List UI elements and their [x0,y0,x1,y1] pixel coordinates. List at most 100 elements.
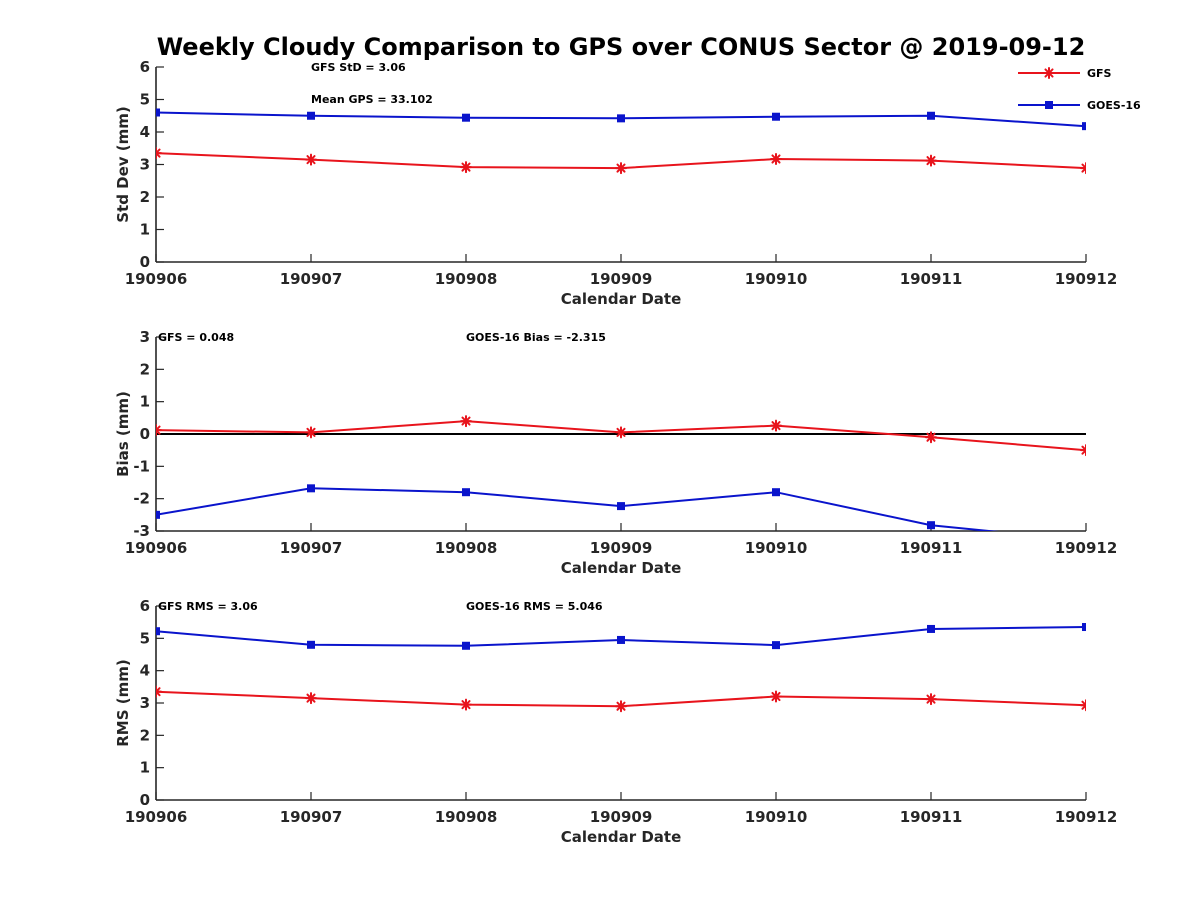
legend-marker [1045,101,1053,109]
y-axis-label: RMS (mm) [114,659,132,746]
y-tick-label: 5 [140,629,150,647]
y-axis-label: Std Dev (mm) [114,106,132,223]
y-tick-label: 6 [140,58,150,76]
data-point-goes-16 [462,641,470,650]
x-tick-label: 190909 [590,539,653,557]
y-tick-label: 4 [140,123,150,141]
y-tick-label: 1 [140,393,150,411]
data-point-gfs [460,698,472,711]
y-tick-label: 2 [140,726,150,744]
x-tick-label: 190910 [745,270,808,288]
data-point-gfs [305,153,317,166]
y-tick-label: 3 [140,694,150,712]
data-point-gfs [305,692,317,705]
x-tick-label: 190909 [590,270,653,288]
y-axis-label: Bias (mm) [114,391,132,477]
data-point-gfs [156,685,162,698]
data-point-gfs [1080,444,1086,457]
x-tick-label: 190908 [435,270,498,288]
data-point-gfs [770,419,782,432]
data-point-goes-16 [1082,122,1086,131]
panel-2: -3 -2 -1 0 1 2 3 190906 190907 190908 190909 190910… [114,328,1117,577]
x-tick-label: 190906 [125,539,188,557]
data-point-gfs [156,147,162,160]
series-group [156,415,1086,531]
data-point-gfs [156,424,162,437]
data-point-gfs [1080,162,1086,175]
x-tick-label: 190908 [435,539,498,557]
annotation: GOES-16 Bias = -2.315 [466,331,606,344]
data-point-gfs [925,431,937,444]
data-point-goes-16 [462,113,470,122]
legend-label: GFS [1087,67,1112,80]
data-point-gfs [770,152,782,165]
data-point-goes-16 [1082,623,1086,632]
y-tick-label: 1 [140,221,150,239]
data-point-goes-16 [617,635,625,644]
legend-label: GOES-16 [1087,99,1141,112]
annotation: GFS StD = 3.06 [311,61,406,74]
data-point-goes-16 [307,111,315,120]
y-tick-label: 3 [140,156,150,174]
data-point-gfs [615,162,627,175]
series-group [156,623,1086,713]
y-tick-label: -2 [133,490,150,508]
x-tick-label: 190911 [900,270,963,288]
data-point-gfs [1080,699,1086,712]
panel-1: 0 1 2 3 4 5 6 190906 190907 190908 190909 190910 190… [114,58,1117,308]
legend-entry-gfs: GFS [1018,67,1112,80]
series-group [156,108,1086,175]
data-point-gfs [460,161,472,174]
x-tick-label: 190910 [745,808,808,826]
data-point-gfs [925,693,937,706]
data-point-gfs [305,426,317,439]
y-tick-label: 3 [140,328,150,346]
data-point-goes-16 [156,627,160,636]
data-point-goes-16 [617,502,625,511]
y-tick-label: 0 [140,253,150,271]
data-point-goes-16 [772,641,780,650]
series-line-goes-16 [156,487,1000,531]
data-point-gfs [770,690,782,703]
data-point-goes-16 [927,624,935,633]
x-tick-label: 190912 [1055,270,1118,288]
annotation: GOES-16 RMS = 5.046 [466,600,603,613]
x-tick-label: 190908 [435,808,498,826]
annotation: GFS = 0.048 [158,331,234,344]
data-point-goes-16 [772,112,780,121]
x-axis-label: Calendar Date [561,828,682,846]
x-tick-label: 190911 [900,808,963,826]
data-point-goes-16 [927,111,935,120]
y-tick-label: 0 [140,791,150,809]
annotation: GFS RMS = 3.06 [158,600,258,613]
legend-marker [1043,67,1055,79]
x-tick-label: 190906 [125,808,188,826]
data-point-goes-16 [307,484,315,493]
x-tick-label: 190907 [280,808,343,826]
data-point-goes-16 [156,108,160,117]
y-tick-label: -3 [133,522,150,540]
chart-legend: GFS GOES-16 [1018,67,1141,112]
x-tick-label: 190906 [125,270,188,288]
x-tick-label: 190911 [900,539,963,557]
annotation: Mean GPS = 33.102 [311,93,433,106]
data-point-gfs [615,426,627,439]
data-point-goes-16 [156,510,160,519]
x-tick-label: 190909 [590,808,653,826]
y-tick-label: 6 [140,597,150,615]
data-point-goes-16 [307,640,315,649]
y-tick-label: 2 [140,188,150,206]
data-point-gfs [925,154,937,167]
x-tick-label: 190907 [280,270,343,288]
chart-title: Weekly Cloudy Comparison to GPS over CON… [157,33,1086,61]
y-tick-label: 4 [140,662,150,680]
data-point-gfs [615,700,627,713]
x-axis-label: Calendar Date [561,290,682,308]
x-tick-label: 190912 [1055,808,1118,826]
data-point-goes-16 [772,488,780,497]
data-point-goes-16 [927,521,935,530]
x-axis-label: Calendar Date [561,559,682,577]
chart-panels: 0 1 2 3 4 5 6 190906 190907 190908 190909 190910 190… [114,58,1117,846]
